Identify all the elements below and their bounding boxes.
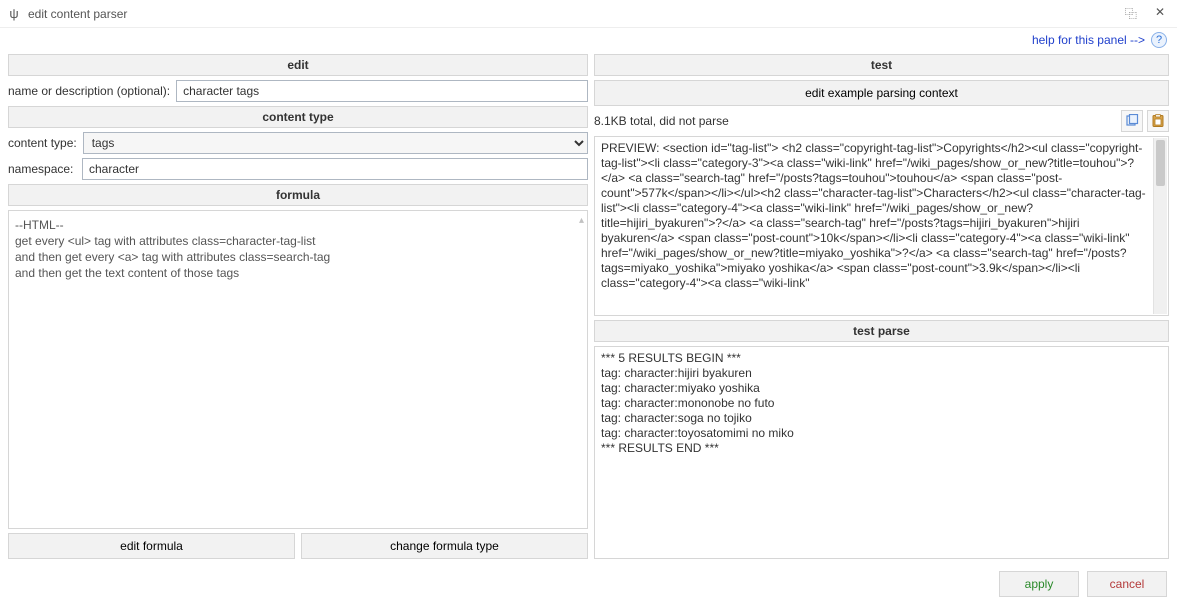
dialog-buttons: apply cancel xyxy=(0,565,1177,605)
results-textarea[interactable]: *** 5 RESULTS BEGIN *** tag: character:h… xyxy=(594,346,1169,559)
formula-header: formula xyxy=(8,184,588,206)
help-link[interactable]: help for this panel --> xyxy=(1032,33,1145,47)
test-panel: test edit example parsing context 8.1KB … xyxy=(594,54,1169,559)
results-text: *** 5 RESULTS BEGIN *** tag: character:h… xyxy=(601,351,1162,456)
help-icon[interactable]: ? xyxy=(1151,32,1167,48)
paste-button[interactable] xyxy=(1147,110,1169,132)
formula-display: ▴ --HTML-- get every <ul> tag with attri… xyxy=(8,210,588,529)
status-row: 8.1KB total, did not parse xyxy=(594,110,1169,132)
titlebar[interactable]: ψ edit content parser ⿻ ✕ xyxy=(0,0,1177,28)
edit-example-context-button[interactable]: edit example parsing context xyxy=(594,80,1169,106)
namespace-row: namespace: xyxy=(8,158,588,180)
formula-buttons: edit formula change formula type xyxy=(8,533,588,559)
formula-lines: --HTML-- get every <ul> tag with attribu… xyxy=(15,217,581,281)
content-type-row: content type: tags xyxy=(8,132,588,154)
help-row: help for this panel --> ? xyxy=(0,28,1177,52)
window-controls: ⿻ ✕ xyxy=(1125,5,1171,22)
name-label: name or description (optional): xyxy=(8,84,170,98)
preview-textarea[interactable]: PREVIEW: <section id="tag-list"> <h2 cla… xyxy=(594,136,1169,316)
content-type-label: content type: xyxy=(8,136,77,150)
preview-text: PREVIEW: <section id="tag-list"> <h2 cla… xyxy=(601,141,1152,291)
change-formula-type-button[interactable]: change formula type xyxy=(301,533,588,559)
test-header: test xyxy=(594,54,1169,76)
formula-line: and then get the text content of those t… xyxy=(15,265,581,281)
preview-scrollbar[interactable] xyxy=(1153,138,1167,314)
formula-line: get every <ul> tag with attributes class… xyxy=(15,233,581,249)
content-type-select[interactable]: tags xyxy=(83,132,588,154)
window-title: edit content parser xyxy=(28,7,1125,21)
copy-button[interactable] xyxy=(1121,110,1143,132)
edit-formula-button[interactable]: edit formula xyxy=(8,533,295,559)
scrollbar-thumb[interactable] xyxy=(1156,140,1165,186)
apply-button[interactable]: apply xyxy=(999,571,1079,597)
namespace-input[interactable] xyxy=(82,158,588,180)
paste-icon xyxy=(1151,114,1165,128)
content: edit name or description (optional): con… xyxy=(0,52,1177,565)
copy-icon xyxy=(1125,114,1139,128)
namespace-label: namespace: xyxy=(8,162,76,176)
close-icon[interactable]: ✕ xyxy=(1155,5,1165,22)
parse-status: 8.1KB total, did not parse xyxy=(594,114,1117,128)
name-row: name or description (optional): xyxy=(8,80,588,102)
app-icon: ψ xyxy=(6,6,22,22)
edit-header: edit xyxy=(8,54,588,76)
edit-panel: edit name or description (optional): con… xyxy=(8,54,588,559)
content-type-header: content type xyxy=(8,106,588,128)
test-parse-header: test parse xyxy=(594,320,1169,342)
scroll-hint-icon: ▴ xyxy=(579,215,584,226)
restore-icon[interactable]: ⿻ xyxy=(1125,5,1137,22)
formula-line: and then get every <a> tag with attribut… xyxy=(15,249,581,265)
name-input[interactable] xyxy=(176,80,588,102)
formula-line: --HTML-- xyxy=(15,217,581,233)
window: ψ edit content parser ⿻ ✕ help for this … xyxy=(0,0,1177,605)
cancel-button[interactable]: cancel xyxy=(1087,571,1167,597)
